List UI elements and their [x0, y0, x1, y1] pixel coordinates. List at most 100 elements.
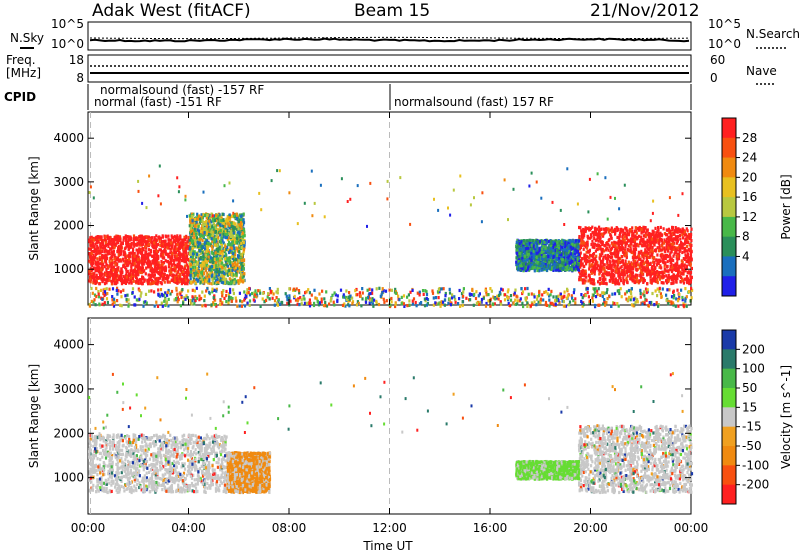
- data-cell: [224, 245, 226, 248]
- data-cell: [180, 268, 182, 271]
- data-cell: [661, 281, 663, 284]
- data-cell: [651, 279, 653, 282]
- data-cell: [609, 233, 611, 236]
- data-cell: [91, 244, 93, 247]
- data-cell: [678, 265, 680, 268]
- data-cell: [161, 245, 163, 248]
- data-cell: [675, 235, 677, 238]
- data-cell: [646, 239, 648, 242]
- data-cell: [191, 241, 193, 244]
- freq-unit-label: [MHz]: [6, 66, 41, 80]
- data-cell: [656, 253, 658, 256]
- data-cell: [194, 239, 196, 242]
- data-cell: [596, 228, 598, 231]
- data-cell: [137, 249, 139, 252]
- data-cell: [215, 261, 217, 264]
- data-cell: [622, 246, 624, 249]
- data-cell: [690, 228, 692, 231]
- data-cell: [197, 274, 199, 277]
- data-cell: [682, 236, 684, 239]
- data-cell: [220, 219, 222, 222]
- data-cell: [684, 263, 686, 266]
- data-cell: [143, 254, 145, 257]
- data-cell: [597, 243, 599, 246]
- data-cell: [108, 240, 110, 243]
- data-cell: [96, 257, 98, 260]
- data-cell: [160, 273, 162, 276]
- data-cell: [681, 251, 683, 254]
- data-cell: [134, 255, 136, 258]
- data-cell: [196, 253, 198, 256]
- data-cell: [190, 263, 192, 266]
- data-cell: [207, 236, 209, 239]
- data-cell: [643, 240, 645, 243]
- data-cell: [221, 261, 223, 264]
- data-cell: [119, 249, 121, 252]
- data-cell: [171, 252, 173, 255]
- data-cell: [647, 252, 649, 255]
- data-cell: [169, 281, 171, 284]
- data-cell: [95, 236, 97, 239]
- data-cell: [238, 250, 240, 253]
- data-cell: [632, 279, 634, 282]
- data-cell: [231, 222, 233, 225]
- data-cell: [226, 246, 228, 249]
- data-cell: [691, 250, 693, 253]
- data-cell: [586, 260, 588, 263]
- data-cell: [689, 258, 691, 261]
- data-cell: [171, 264, 173, 267]
- data-cell: [586, 247, 588, 250]
- data-cell: [594, 230, 596, 233]
- data-cell: [600, 254, 602, 257]
- data-cell: [214, 239, 216, 242]
- data-cell: [616, 229, 618, 232]
- data-cell: [588, 274, 590, 277]
- data-cell: [111, 280, 113, 283]
- data-cell: [108, 279, 110, 282]
- data-cell: [624, 254, 626, 257]
- data-cell: [150, 274, 152, 277]
- data-cell: [602, 278, 604, 281]
- data-cell: [626, 242, 628, 245]
- data-cell: [225, 253, 227, 256]
- data-cell: [212, 261, 214, 264]
- data-cell: [670, 258, 672, 261]
- data-cell: [98, 282, 100, 285]
- data-cell: [634, 253, 636, 256]
- data-cell: [666, 270, 668, 273]
- data-cell: [686, 249, 688, 252]
- data-cell: [215, 230, 217, 233]
- data-cell: [240, 242, 242, 245]
- data-cell: [189, 247, 191, 250]
- data-cell: [186, 275, 188, 278]
- data-cell: [186, 255, 188, 258]
- data-cell: [164, 244, 166, 247]
- data-cell: [591, 240, 593, 243]
- data-cell: [611, 230, 613, 233]
- data-cell: [162, 266, 164, 269]
- data-cell: [236, 234, 238, 237]
- data-cell: [205, 275, 207, 278]
- data-cell: [207, 242, 209, 245]
- data-cell: [132, 273, 134, 276]
- data-cell: [601, 233, 603, 236]
- data-cell: [221, 266, 223, 269]
- nave-label: Nave: [746, 64, 777, 78]
- nsearch-label: N.Search: [746, 27, 800, 41]
- data-cell: [241, 262, 243, 265]
- title: Adak West (fitACF): [92, 1, 251, 21]
- data-cell: [243, 228, 245, 231]
- data-cell: [220, 229, 222, 232]
- data-cell: [177, 257, 179, 260]
- data-cell: [202, 239, 204, 242]
- data-cell: [611, 264, 613, 267]
- data-cell: [607, 254, 609, 257]
- data-cell: [646, 256, 648, 259]
- data-cell: [138, 242, 140, 245]
- data-cell: [636, 277, 638, 280]
- data-cell: [167, 253, 169, 256]
- data-cell: [190, 236, 192, 239]
- data-cell: [641, 267, 643, 270]
- beam-label: Beam 15: [354, 1, 430, 21]
